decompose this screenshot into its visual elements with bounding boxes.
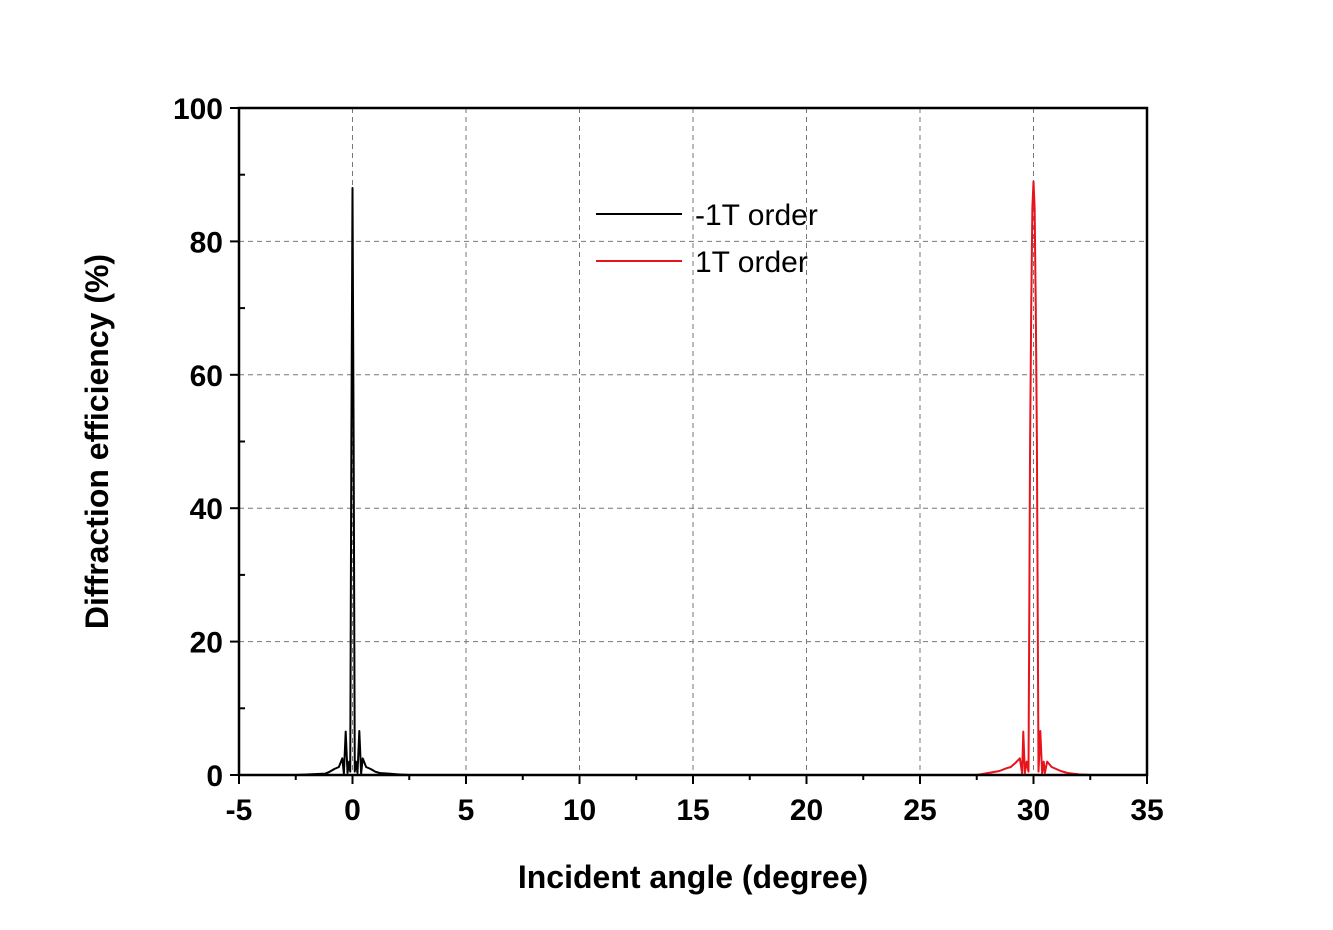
legend: -1T order 1T order (596, 199, 818, 279)
x-tick-label: 20 (790, 794, 823, 827)
y-axis-title: Diffraction efficiency (%) (79, 254, 115, 629)
y-tick-label: 100 (173, 93, 223, 126)
y-tick-label: 40 (190, 493, 223, 526)
series-line-1t-order (920, 180, 1147, 776)
x-tick-label: 30 (1017, 794, 1050, 827)
grid-lines (239, 108, 1147, 775)
x-tick-label: 25 (903, 794, 936, 827)
axis-ticks (230, 107, 1148, 784)
y-tick-label: 0 (206, 760, 223, 793)
legend-label-1t: 1T order (695, 246, 808, 279)
x-tick-label: 35 (1130, 794, 1163, 827)
x-tick-label: 15 (676, 794, 709, 827)
x-tick-label: -5 (226, 794, 253, 827)
y-tick-label: 20 (190, 627, 223, 660)
x-tick-label: 10 (563, 794, 596, 827)
legend-label-neg1t: -1T order (695, 199, 818, 232)
series-lines (295, 180, 1147, 776)
x-tick-label: 5 (458, 794, 475, 827)
x-tick-label: 0 (344, 794, 361, 827)
y-tick-label: 60 (190, 360, 223, 393)
x-axis-title: Incident angle (degree) (518, 859, 868, 895)
y-tick-label: 80 (190, 226, 223, 259)
series-line-neg1t-order (295, 187, 410, 776)
